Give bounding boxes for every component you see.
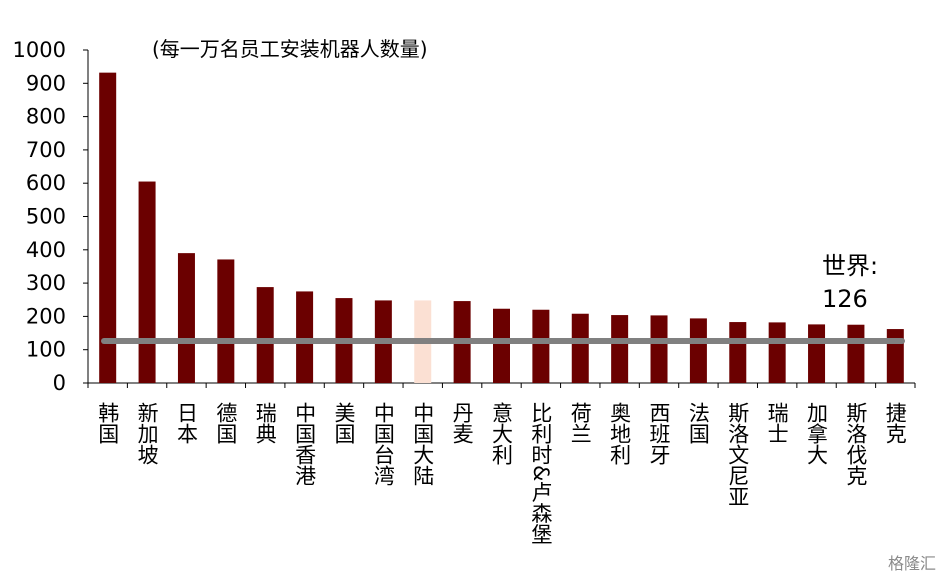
category-label: 韩国 <box>96 402 120 444</box>
reference-label: 世界: <box>822 252 878 280</box>
y-axis: 0 100 200 300 400 500 600 700 800 900 1000 <box>13 38 915 395</box>
category-label: 斯洛文尼亚 <box>726 402 750 507</box>
bar <box>768 322 786 383</box>
y-tick-label: 700 <box>26 138 66 162</box>
category-label: 日本 <box>174 402 198 444</box>
y-tick-label: 0 <box>53 371 66 395</box>
category-label: 瑞士 <box>765 402 789 444</box>
bar <box>256 287 274 383</box>
chart-title: (每一万名员工安装机器人数量) <box>152 37 428 61</box>
x-axis-labels: 韩国 新加坡 日本 德国 瑞典 中国香港 美国 中国台湾 中国大陆 丹麦 意大利 比利时&卢森堡 荷兰奥… <box>87 383 916 544</box>
y-tick-label: 500 <box>26 205 66 229</box>
y-tick-label: 1000 <box>13 38 66 62</box>
category-label: 西班牙 <box>647 402 671 465</box>
bar <box>532 309 550 383</box>
category-label: 丹麦 <box>450 402 474 444</box>
bar <box>611 315 629 383</box>
y-tick-label: 900 <box>26 71 66 95</box>
y-tick-label: 100 <box>26 338 66 362</box>
category-label: 德国 <box>214 402 238 444</box>
category-label: 捷克 <box>883 402 907 444</box>
y-tick-label: 800 <box>26 105 66 129</box>
category-label: 斯洛伐克 <box>844 402 868 486</box>
bar <box>689 318 707 383</box>
category-label: 比利时&卢森堡 <box>529 402 553 544</box>
category-label: 美国 <box>332 402 356 444</box>
reference-value: 126 <box>822 285 868 313</box>
category-label: 法国 <box>686 402 710 444</box>
category-label: 中国台湾 <box>371 402 395 486</box>
bar <box>808 324 826 383</box>
bar <box>217 259 235 383</box>
category-label: 荷兰 <box>568 402 592 444</box>
bar <box>296 291 314 383</box>
bar <box>571 313 589 383</box>
bar <box>99 72 117 384</box>
category-label: 新加坡 <box>135 402 159 465</box>
category-label: 中国香港 <box>293 402 317 486</box>
category-label: 意大利 <box>490 402 514 465</box>
category-label: 加拿大 <box>805 402 829 465</box>
bar <box>886 329 904 383</box>
category-label: 中国大陆 <box>411 402 435 486</box>
bar <box>729 322 747 383</box>
y-tick-label: 200 <box>26 304 66 328</box>
category-label: 奥地利 <box>608 402 632 465</box>
bar <box>847 324 865 383</box>
bar <box>177 253 195 383</box>
bar <box>493 308 510 383</box>
bars <box>99 72 904 384</box>
bar <box>138 181 156 383</box>
y-tick-label: 300 <box>26 271 66 295</box>
y-tick-label: 400 <box>26 238 66 262</box>
category-label: 瑞典 <box>253 402 277 444</box>
watermark: 格隆汇 <box>887 554 936 573</box>
bar <box>650 315 668 383</box>
y-tick-label: 600 <box>26 171 66 195</box>
